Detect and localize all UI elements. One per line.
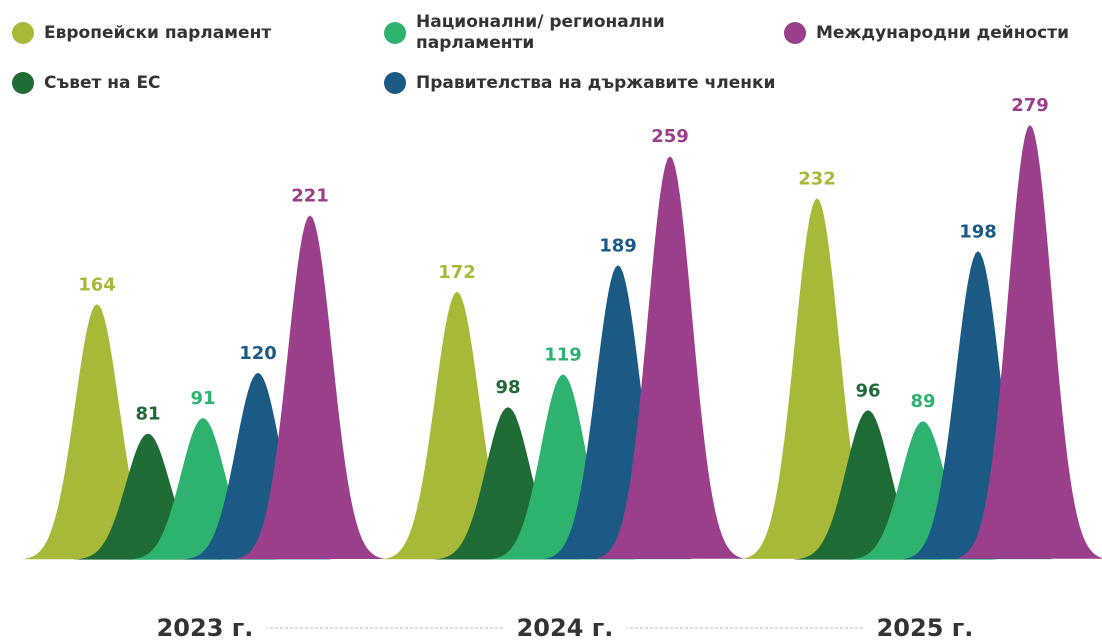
peak	[848, 421, 998, 560]
data-label: 119	[544, 344, 582, 365]
legend-swatch	[384, 72, 406, 94]
data-label: 198	[959, 221, 997, 242]
data-label: 89	[910, 391, 935, 412]
data-label: 221	[291, 185, 329, 206]
year-bg	[503, 612, 627, 642]
legend-swatch	[384, 22, 406, 44]
legend-swatch	[12, 72, 34, 94]
data-label: 259	[651, 126, 689, 147]
data-label: 172	[438, 262, 476, 283]
x-tick-label: 2025 г.	[877, 614, 974, 642]
peak	[22, 304, 172, 560]
data-label: 98	[495, 377, 520, 398]
peak	[183, 372, 333, 560]
peak	[382, 291, 532, 560]
peak	[488, 374, 638, 560]
year-bg	[863, 612, 987, 642]
data-label: 120	[239, 343, 277, 364]
peak	[955, 125, 1102, 559]
legend-swatch	[784, 22, 806, 44]
peak	[595, 156, 745, 559]
legend-swatch	[12, 22, 34, 44]
legend-label: Национални/ регионални парламенти	[416, 12, 665, 53]
year-bg	[143, 612, 267, 642]
peak	[793, 410, 943, 560]
data-label: 232	[798, 168, 836, 189]
legend-item: Съвет на ЕС	[12, 72, 161, 94]
x-tick-label: 2024 г.	[517, 614, 614, 642]
legend-label: Международни дейности	[816, 22, 1069, 43]
peak	[433, 407, 583, 560]
x-tick-label: 2023 г.	[157, 614, 254, 642]
legend-label: Съвет на ЕС	[44, 72, 161, 93]
data-label: 164	[78, 274, 116, 295]
peak	[73, 433, 223, 560]
data-label: 96	[855, 380, 880, 401]
data-label: 189	[599, 235, 637, 256]
peak	[128, 418, 278, 560]
data-label: 279	[1011, 95, 1049, 116]
peak	[543, 265, 693, 560]
legend-item: Национални/ регионални парламенти	[384, 12, 724, 54]
peak	[235, 215, 385, 559]
peak	[903, 251, 1053, 560]
data-label: 81	[135, 404, 160, 425]
legend-item: Европейски парламент	[12, 22, 271, 44]
legend-item: Правителства на държавите членки	[384, 72, 775, 94]
legend-label: Правителства на държавите членки	[416, 72, 776, 93]
data-label: 91	[190, 388, 215, 409]
peak	[742, 198, 892, 559]
legend-label: Европейски парламент	[44, 22, 272, 43]
legend-item: Международни дейности	[784, 22, 1069, 44]
